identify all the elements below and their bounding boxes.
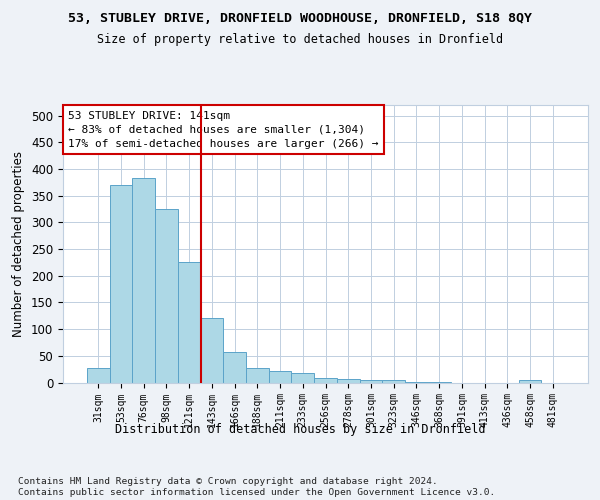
Bar xyxy=(292,373,314,382)
Bar xyxy=(110,185,133,382)
Bar xyxy=(314,378,337,382)
Text: Contains HM Land Registry data © Crown copyright and database right 2024.
Contai: Contains HM Land Registry data © Crown c… xyxy=(18,478,495,497)
Bar xyxy=(178,262,200,382)
Bar xyxy=(337,380,359,382)
Bar xyxy=(155,209,178,382)
Bar xyxy=(87,368,110,382)
Bar xyxy=(200,318,223,382)
Bar xyxy=(223,352,246,382)
Text: 53, STUBLEY DRIVE, DRONFIELD WOODHOUSE, DRONFIELD, S18 8QY: 53, STUBLEY DRIVE, DRONFIELD WOODHOUSE, … xyxy=(68,12,532,26)
Bar xyxy=(518,380,541,382)
Bar xyxy=(133,178,155,382)
Bar xyxy=(246,368,269,382)
Y-axis label: Number of detached properties: Number of detached properties xyxy=(13,151,25,337)
Bar xyxy=(269,371,292,382)
Text: Size of property relative to detached houses in Dronfield: Size of property relative to detached ho… xyxy=(97,32,503,46)
Bar xyxy=(359,380,382,382)
Text: 53 STUBLEY DRIVE: 141sqm
← 83% of detached houses are smaller (1,304)
17% of sem: 53 STUBLEY DRIVE: 141sqm ← 83% of detach… xyxy=(68,110,379,148)
Text: Distribution of detached houses by size in Dronfield: Distribution of detached houses by size … xyxy=(115,422,485,436)
Bar xyxy=(382,380,405,382)
